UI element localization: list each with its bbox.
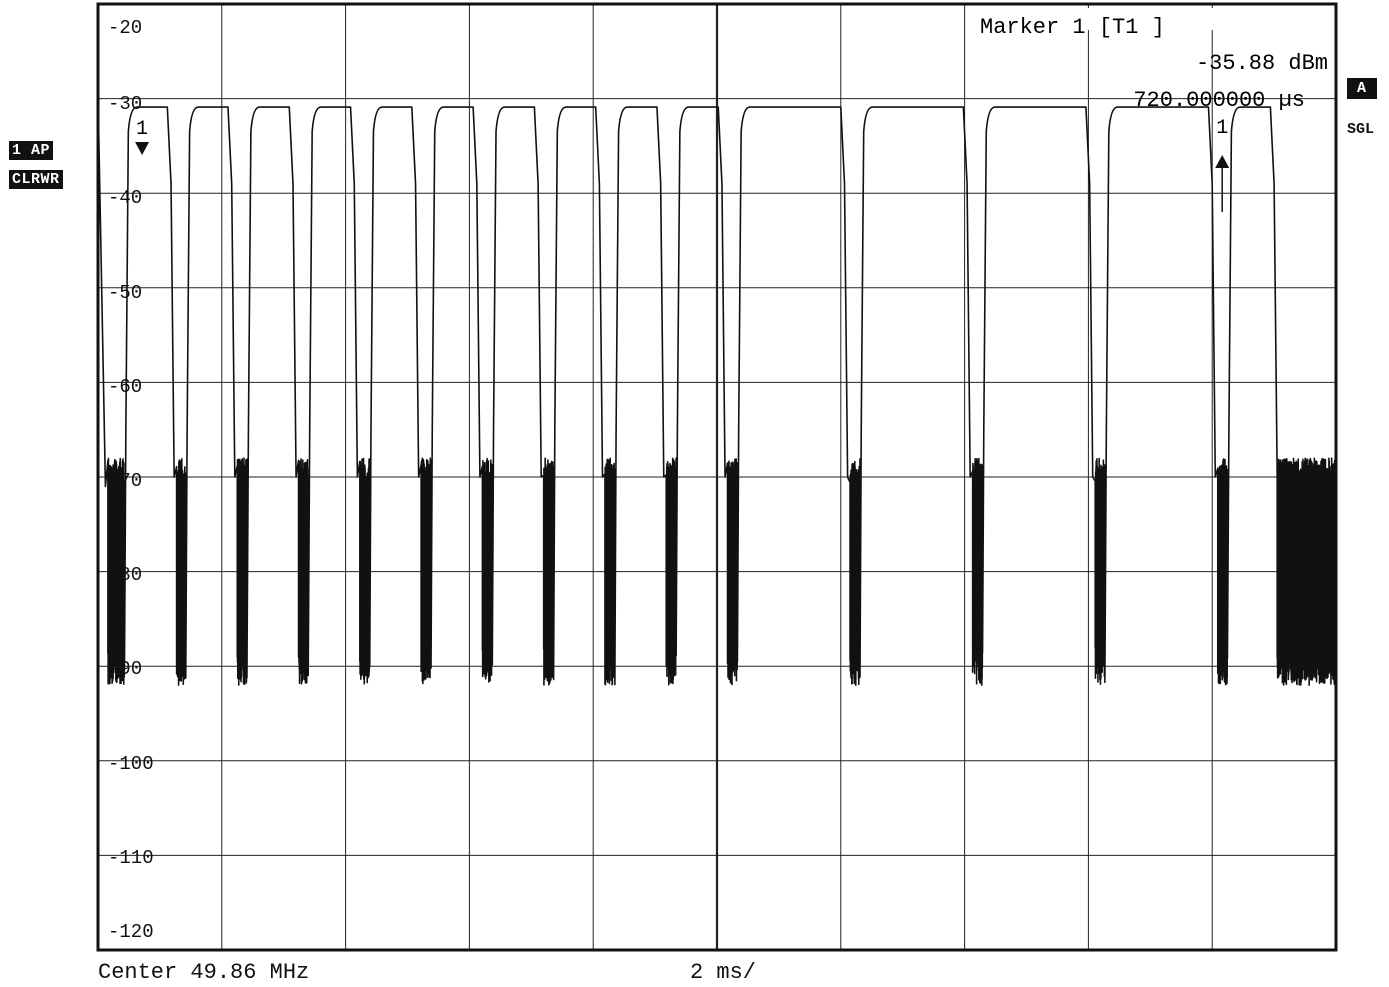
trace-line	[97, 93, 1337, 686]
marker-readout: Marker 1 [T1 ] -35.88 dBm 720.000000 µs	[976, 8, 1332, 113]
sweep-mode-label: SGL	[1347, 121, 1375, 138]
trace-badge: 1 AP	[9, 141, 54, 160]
y-tick-label: -120	[108, 921, 154, 943]
time-per-division: 2 ms/	[690, 960, 757, 985]
y-tick-label: -110	[108, 847, 154, 869]
marker-readout-bg	[976, 8, 1332, 30]
y-tick-label: -30	[108, 93, 142, 115]
y-tick-label: -20	[108, 17, 142, 39]
y-tick-label: -50	[108, 282, 142, 304]
marker-1-delta-label: 1	[1216, 117, 1228, 140]
y-tick-label: -100	[108, 753, 154, 775]
center-frequency: Center 49.86 MHz	[98, 960, 310, 985]
marker-1-delta-glyph	[1215, 155, 1230, 168]
trace-mode-badge: CLRWR	[9, 170, 63, 189]
chart-grid	[98, 4, 1336, 950]
y-tick-label: -60	[108, 376, 142, 398]
marker-level: -35.88 dBm	[1196, 51, 1328, 76]
marker-title: Marker 1 [T1 ]	[980, 15, 1165, 40]
y-tick-label: -40	[108, 187, 142, 209]
marker-1-ref-glyph	[135, 142, 150, 155]
marker-1-ref-label: 1	[136, 118, 148, 141]
trace-1	[97, 93, 1337, 686]
marker-time: 720.000000 µs	[1133, 88, 1305, 113]
screen-badge: A	[1347, 78, 1377, 99]
